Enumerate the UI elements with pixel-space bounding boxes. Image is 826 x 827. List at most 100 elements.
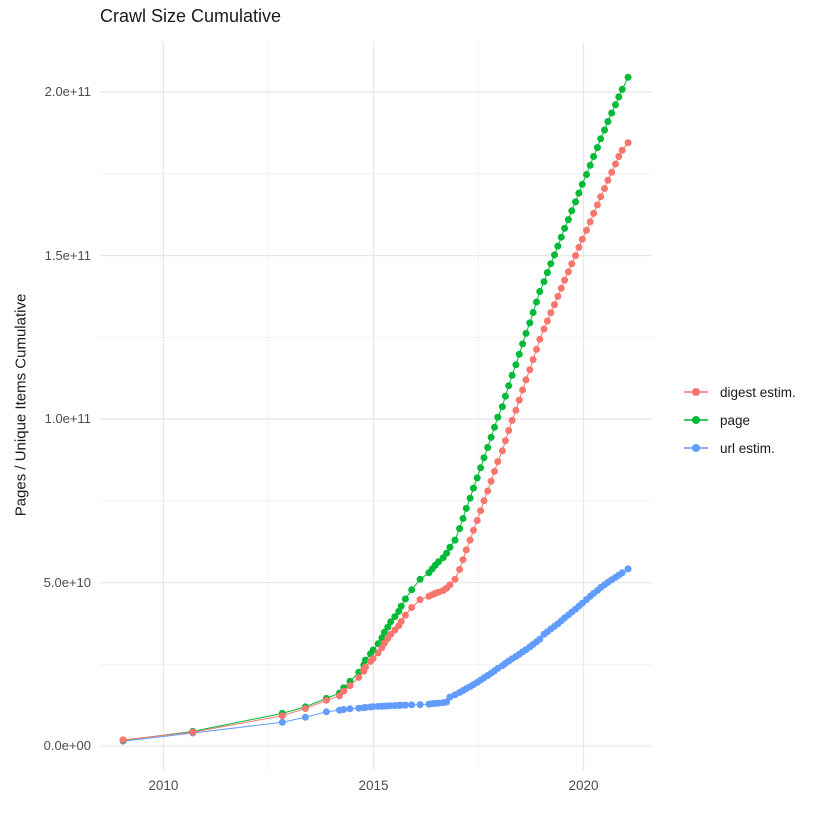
x-tick-label: 2015 bbox=[358, 778, 389, 793]
data-point-digest-estim bbox=[301, 705, 309, 712]
data-point-url-estim bbox=[340, 706, 348, 713]
data-point-page bbox=[586, 161, 594, 169]
data-point-digest-estim bbox=[522, 376, 530, 384]
legend: digest estim. page url estim. bbox=[683, 378, 796, 462]
data-point-page bbox=[593, 144, 601, 152]
data-point-digest-estim bbox=[470, 526, 477, 534]
data-point-page bbox=[498, 403, 506, 411]
data-point-page bbox=[590, 153, 598, 160]
legend-key-dot bbox=[692, 416, 700, 424]
data-point-digest-estim bbox=[526, 366, 534, 374]
data-point-url-estim bbox=[322, 708, 330, 716]
data-point-page bbox=[462, 504, 470, 512]
y-tick-label: 2.0e+11 bbox=[44, 84, 91, 100]
data-point-digest-estim bbox=[615, 153, 623, 160]
data-point-digest-estim bbox=[547, 309, 555, 317]
series-page bbox=[119, 73, 632, 744]
data-point-page bbox=[470, 484, 477, 492]
data-point-url-estim bbox=[369, 703, 377, 711]
data-point-digest-estim bbox=[401, 611, 409, 619]
data-point-digest-estim bbox=[529, 356, 537, 364]
data-point-page bbox=[615, 93, 623, 101]
data-point-page bbox=[378, 634, 386, 642]
data-point-page bbox=[387, 618, 395, 626]
data-point-digest-estim bbox=[498, 447, 506, 455]
data-point-url-estim bbox=[536, 635, 544, 643]
data-point-digest-estim bbox=[119, 736, 127, 744]
data-point-page bbox=[612, 101, 619, 109]
data-point-digest-estim bbox=[484, 487, 492, 495]
data-point-digest-estim bbox=[551, 301, 558, 309]
data-point-page bbox=[526, 319, 534, 327]
data-point-page bbox=[487, 433, 495, 441]
series-line-page bbox=[123, 77, 629, 741]
legend-item-page: page bbox=[683, 406, 796, 434]
data-point-page bbox=[554, 242, 562, 250]
data-point-digest-estim bbox=[564, 268, 572, 276]
data-point-url-estim bbox=[408, 701, 416, 709]
data-point-digest-estim bbox=[554, 292, 562, 300]
data-point-page bbox=[451, 536, 459, 544]
data-point-page bbox=[494, 413, 502, 421]
data-point-page bbox=[608, 109, 616, 117]
data-point-url-estim bbox=[346, 705, 354, 713]
data-point-url-estim bbox=[416, 701, 424, 709]
legend-key-digest-estim bbox=[684, 388, 708, 396]
data-point-page bbox=[491, 423, 498, 431]
data-point-page bbox=[384, 623, 392, 631]
data-point-digest-estim bbox=[508, 416, 516, 424]
legend-item-url-estim: url estim. bbox=[683, 434, 796, 462]
data-point-digest-estim bbox=[336, 692, 343, 700]
data-point-page bbox=[408, 586, 416, 594]
data-point-digest-estim bbox=[501, 437, 509, 445]
data-point-digest-estim bbox=[597, 193, 605, 201]
legend-key-dot bbox=[692, 444, 700, 452]
data-point-url-estim bbox=[443, 698, 451, 706]
y-tick-label: 1.5e+11 bbox=[44, 247, 91, 263]
data-point-page bbox=[583, 171, 590, 178]
series-url-estim bbox=[119, 565, 632, 745]
data-point-page bbox=[466, 494, 474, 502]
data-point-page bbox=[564, 216, 572, 224]
data-point-url-estim bbox=[618, 569, 626, 577]
y-tick-label: 5.0e+10 bbox=[43, 574, 91, 590]
data-point-page bbox=[391, 613, 399, 621]
data-point-digest-estim bbox=[505, 427, 513, 434]
data-point-page bbox=[572, 198, 579, 206]
data-point-digest-estim bbox=[462, 546, 470, 554]
legend-item-digest-estim: digest estim. bbox=[683, 378, 796, 406]
data-point-digest-estim bbox=[536, 335, 544, 343]
data-point-page bbox=[536, 288, 544, 295]
data-point-digest-estim bbox=[590, 209, 598, 217]
data-point-page bbox=[547, 260, 555, 268]
data-point-url-estim bbox=[301, 713, 309, 721]
data-point-page bbox=[618, 85, 626, 93]
data-point-page bbox=[512, 361, 520, 369]
data-point-page bbox=[601, 126, 608, 134]
data-point-digest-estim bbox=[515, 396, 523, 404]
data-point-page bbox=[529, 309, 537, 316]
series-digest-estim bbox=[119, 139, 632, 744]
data-point-digest-estim bbox=[466, 536, 474, 544]
data-point-digest-estim bbox=[494, 458, 502, 466]
data-point-digest-estim bbox=[557, 284, 565, 292]
data-point-page bbox=[473, 474, 481, 482]
data-point-page bbox=[459, 515, 467, 522]
data-point-digest-estim bbox=[568, 260, 576, 268]
data-point-page bbox=[480, 454, 488, 462]
data-point-digest-estim bbox=[477, 507, 485, 515]
data-point-digest-estim bbox=[397, 618, 405, 625]
data-point-digest-estim bbox=[416, 596, 424, 604]
data-point-digest-estim bbox=[519, 386, 527, 394]
data-point-url-estim bbox=[362, 703, 369, 711]
data-point-digest-estim bbox=[512, 406, 520, 414]
data-point-digest-estim bbox=[583, 226, 590, 234]
y-axis-title: Pages / Unique Items Cumulative bbox=[12, 293, 30, 517]
data-point-page bbox=[551, 251, 558, 259]
data-point-digest-estim bbox=[533, 345, 540, 353]
data-point-digest-estim bbox=[362, 663, 369, 671]
data-point-digest-estim bbox=[369, 655, 377, 662]
data-point-page bbox=[505, 382, 513, 390]
